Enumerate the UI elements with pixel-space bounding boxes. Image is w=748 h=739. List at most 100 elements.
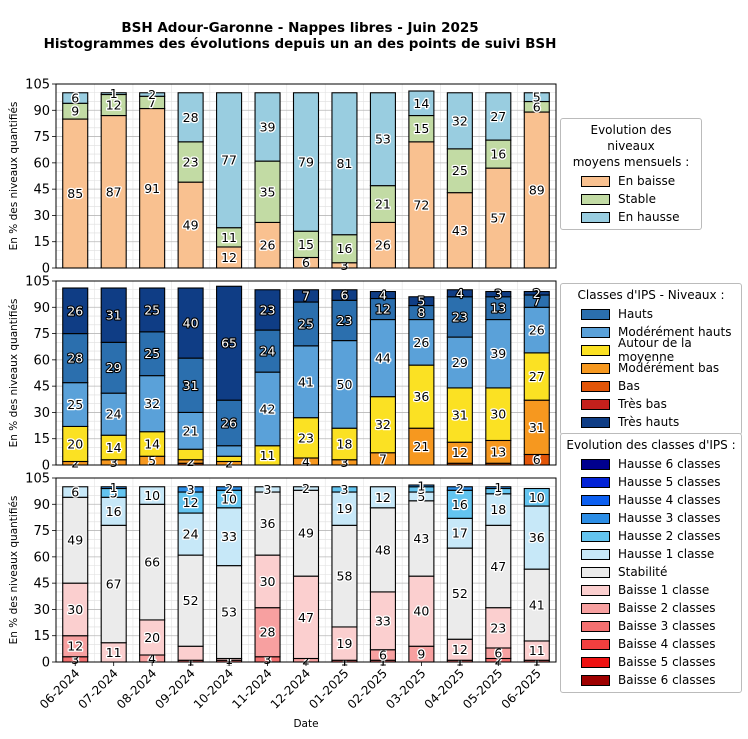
title-line-1: BSH Adour-Garonne - Nappes libres - Juin… — [121, 20, 479, 36]
legend-label: En baisse — [618, 174, 676, 188]
data-label: 30 — [260, 574, 276, 589]
data-label: 2 — [187, 454, 195, 469]
data-label: 3 — [494, 287, 502, 302]
data-label: 39 — [490, 346, 506, 361]
bar-segment — [177, 645, 204, 661]
bar-segment — [292, 486, 320, 491]
bar-segment — [216, 285, 243, 401]
bar-segment — [446, 336, 473, 389]
bar-segment — [177, 357, 204, 413]
data-label: 1 — [110, 86, 118, 101]
data-label: 18 — [490, 502, 506, 517]
bar-segment — [100, 287, 127, 343]
legend-3: Evolution des classes d'IPS : Hausse 6 cl… — [560, 433, 742, 693]
bar-segment — [292, 289, 320, 303]
legend-title-line: moyens mensuels : — [572, 155, 690, 169]
y-axis-label: En % des niveaux quantifiés — [8, 299, 20, 448]
data-label: 8 — [417, 305, 425, 320]
bar-segment — [408, 364, 435, 429]
legend-label: Hausse 6 classes — [618, 457, 721, 471]
data-label: 2 — [71, 456, 79, 471]
legend-label: Très hauts — [618, 415, 680, 429]
y-tick-label: 90 — [33, 301, 50, 316]
data-label: 49 — [298, 526, 314, 541]
bar-segment — [523, 505, 550, 570]
legend-swatch — [581, 362, 610, 374]
x-tick-label: 05-2025 — [460, 666, 505, 711]
legend-swatch — [581, 530, 610, 542]
legend-label: Hauts — [618, 307, 653, 321]
y-tick-label: 90 — [33, 498, 50, 513]
bar-segment — [254, 371, 281, 447]
legend-label: Baisse 3 classes — [618, 619, 716, 633]
data-label: 85 — [67, 186, 83, 201]
data-label: 23 — [337, 313, 353, 328]
data-label: 11 — [221, 230, 237, 245]
bar-segment — [408, 319, 435, 366]
legend-item: Hausse 1 classe — [561, 545, 741, 563]
data-label: 6 — [379, 647, 387, 662]
legend-item: Baisse 4 classes — [561, 635, 741, 653]
bar-segment — [485, 139, 512, 169]
bar-segment — [369, 221, 396, 269]
legend-item: Hausse 5 classes — [561, 473, 741, 491]
bar-segment — [100, 92, 127, 96]
data-label: 12 — [375, 302, 391, 317]
bar-segment — [369, 486, 396, 509]
legend-swatch — [581, 620, 610, 632]
bar-segment — [216, 445, 243, 457]
x-tick-label: 02-2025 — [345, 666, 390, 711]
legend-swatch — [581, 656, 610, 668]
y-tick-label: 45 — [33, 380, 50, 395]
legend-title: Evolution des classes d'IPS : — [565, 437, 737, 453]
legend-title-line: Evolution des niveaux — [590, 123, 672, 153]
data-label: 11 — [106, 645, 122, 660]
data-label: 4 — [302, 454, 310, 469]
legend-item: Très hauts — [561, 413, 741, 431]
bar-segment — [292, 230, 320, 259]
bar-segment — [292, 301, 320, 347]
data-label: 6 — [340, 288, 348, 303]
legend-swatch — [581, 494, 610, 506]
data-label: 6 — [494, 646, 502, 661]
data-label: 81 — [337, 156, 353, 171]
bar-segment — [446, 387, 473, 443]
data-label: 41 — [298, 374, 314, 389]
y-tick-label: 75 — [33, 327, 50, 342]
data-label: 24 — [183, 527, 199, 542]
y-tick-label: 60 — [33, 353, 50, 368]
bar-segment — [177, 92, 204, 143]
y-tick-label: 0 — [42, 656, 50, 671]
bar-segment — [62, 287, 89, 335]
bar-segment — [331, 289, 358, 301]
bar-segment — [523, 290, 550, 296]
bar-segment — [523, 306, 550, 354]
data-label: 9 — [417, 647, 425, 662]
bar-segment — [408, 484, 435, 488]
y-axis-label: En % des niveaux quantifiés — [8, 102, 20, 251]
bar-segment — [408, 575, 435, 647]
legend-item: En baisse — [561, 172, 701, 190]
data-label: 53 — [221, 605, 237, 620]
legend-item: Bas — [561, 377, 741, 395]
x-tick-label: 01-2025 — [306, 666, 351, 711]
bar-segment — [62, 333, 89, 384]
data-label: 65 — [221, 336, 237, 351]
legend-title-line: Evolution des classes d'IPS : — [566, 438, 736, 452]
legend-item: Hausse 4 classes — [561, 491, 741, 509]
data-label: 20 — [67, 436, 83, 451]
data-label: 9 — [71, 104, 79, 119]
x-tick-label: 04-2025 — [422, 666, 467, 711]
data-label: 3 — [264, 482, 272, 497]
data-label: 2 — [302, 481, 310, 496]
data-label: 21 — [413, 439, 429, 454]
bar-segment — [485, 167, 512, 269]
data-label: 1 — [417, 478, 425, 493]
data-label: 28 — [183, 110, 199, 125]
bar-segment — [177, 486, 204, 493]
y-tick-label: 60 — [33, 156, 50, 171]
figure-title: BSH Adour-Garonne - Nappes libres - Juin… — [0, 20, 600, 52]
data-label: 52 — [452, 586, 468, 601]
data-label: 29 — [106, 360, 122, 375]
